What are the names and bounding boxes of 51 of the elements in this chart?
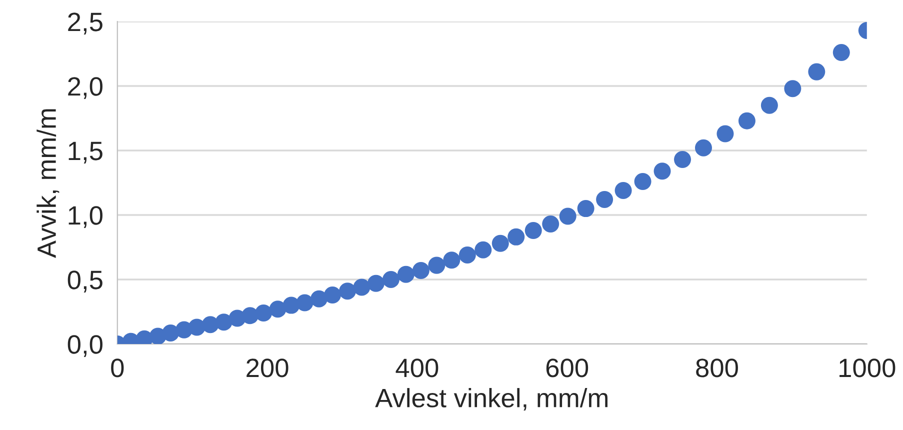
point (443, 252, 460, 269)
point (492, 234, 509, 252)
point (524, 222, 542, 239)
point (634, 172, 652, 190)
x-tick-label: 1000 (840, 358, 896, 378)
y-tick-label: 2,0 (68, 77, 102, 99)
y-axis-title: Avvik, mm/m (36, 109, 60, 258)
point (614, 182, 632, 199)
point (674, 151, 692, 168)
x-tick-label: 400 (396, 358, 438, 378)
point (324, 286, 341, 304)
point (654, 162, 671, 180)
point (353, 278, 370, 296)
point (412, 262, 430, 279)
point (808, 63, 826, 80)
point (738, 112, 756, 130)
point (269, 300, 286, 318)
y-tick-label: 0,0 (68, 335, 102, 357)
point (367, 274, 384, 292)
point (215, 314, 232, 331)
point (508, 228, 525, 246)
point (382, 270, 400, 288)
point (428, 256, 446, 274)
point (458, 246, 476, 264)
point (162, 324, 180, 342)
x-tick-label: 800 (696, 358, 738, 378)
y-tick-label: 1,0 (68, 206, 102, 228)
point (596, 191, 614, 208)
point (202, 316, 219, 334)
point (310, 290, 328, 308)
point (255, 304, 272, 322)
x-axis-title: Avlest vinkel, mm/m (375, 388, 608, 411)
y-tick-label: 2,5 (68, 12, 102, 34)
point (338, 282, 356, 300)
point (242, 307, 259, 324)
point (760, 96, 778, 114)
point (474, 241, 492, 258)
point (296, 294, 314, 312)
point (559, 208, 576, 225)
y-tick-label: 0,5 (68, 270, 102, 292)
point (542, 216, 560, 233)
point (832, 44, 850, 61)
x-tick-label: 0 (111, 358, 124, 378)
x-tick-label: 200 (246, 358, 288, 378)
point (694, 139, 712, 156)
y-tick-label: 1,5 (68, 142, 102, 164)
point (784, 80, 802, 98)
point (397, 266, 414, 283)
point (577, 200, 594, 218)
point (716, 125, 734, 142)
x-tick-label: 600 (546, 358, 588, 378)
